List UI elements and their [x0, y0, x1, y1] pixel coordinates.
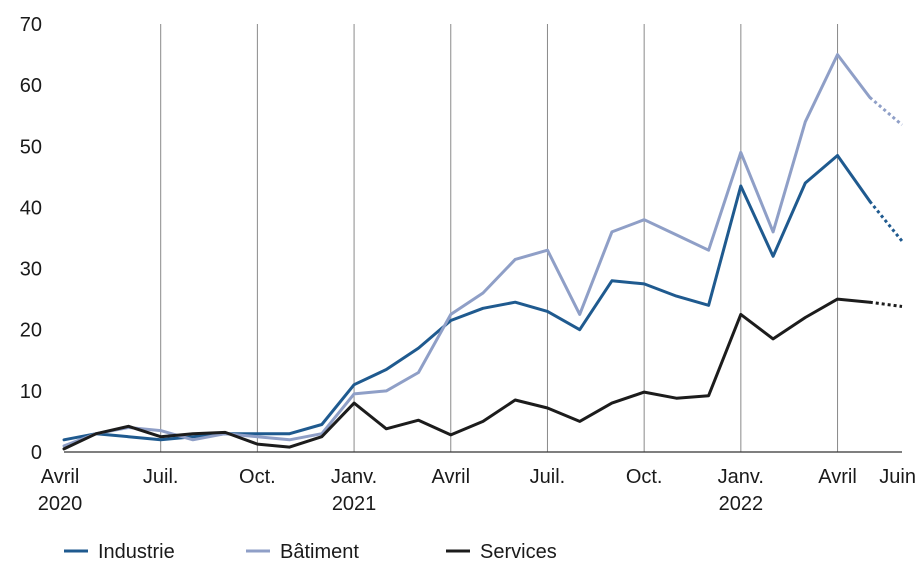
series-line-batiment [62, 53, 872, 448]
x-tick-2020-10: Oct. [239, 466, 276, 488]
y-tick-50: 50 [20, 136, 42, 158]
x-tick-2021-07: Juil. [530, 466, 566, 488]
x-tick-2022-04: Avril [818, 466, 857, 488]
series-projection-batiment [868, 96, 903, 127]
x-tick-2021-04: Avril [432, 466, 471, 488]
x-tick-labels: Avril 2020 Juil. Oct. Janv. 2021 Avril Juil. Oct… [38, 466, 916, 515]
y-tick-60: 60 [20, 75, 42, 97]
x-tick-2020-04: Avril [41, 466, 80, 488]
y-tick-20: 20 [20, 320, 42, 342]
x-tick-2022-06: Juin [879, 466, 916, 488]
y-tick-70: 70 [20, 14, 42, 36]
x-tick-2020-07: Juil. [143, 466, 179, 488]
series-projection-services [869, 300, 903, 308]
series-line-services [62, 297, 872, 451]
x-tick-2022-01: Janv. [718, 466, 764, 488]
legend: Industrie Bâtiment Services [64, 541, 557, 563]
x-tick-year-2022-01: 2022 [719, 493, 764, 515]
y-tick-30: 30 [20, 259, 42, 281]
legend-label-batiment: Bâtiment [280, 541, 359, 563]
y-tick-10: 10 [20, 381, 42, 403]
legend-label-services: Services [480, 541, 557, 563]
y-tick-0: 0 [31, 442, 42, 464]
series-line-industrie [62, 154, 872, 442]
x-tick-year-2021-01: 2021 [332, 493, 377, 515]
series-lines [62, 53, 904, 451]
y-tick-40: 40 [20, 197, 42, 219]
y-tick-labels: 0 10 20 30 40 50 60 70 [20, 14, 42, 464]
x-tick-year-2020-04: 2020 [38, 493, 83, 515]
grid [160, 24, 839, 452]
series-projection-industrie [868, 200, 904, 243]
legend-label-industrie: Industrie [98, 541, 175, 563]
x-tick-2021-01: Janv. [331, 466, 377, 488]
x-tick-2021-10: Oct. [626, 466, 663, 488]
